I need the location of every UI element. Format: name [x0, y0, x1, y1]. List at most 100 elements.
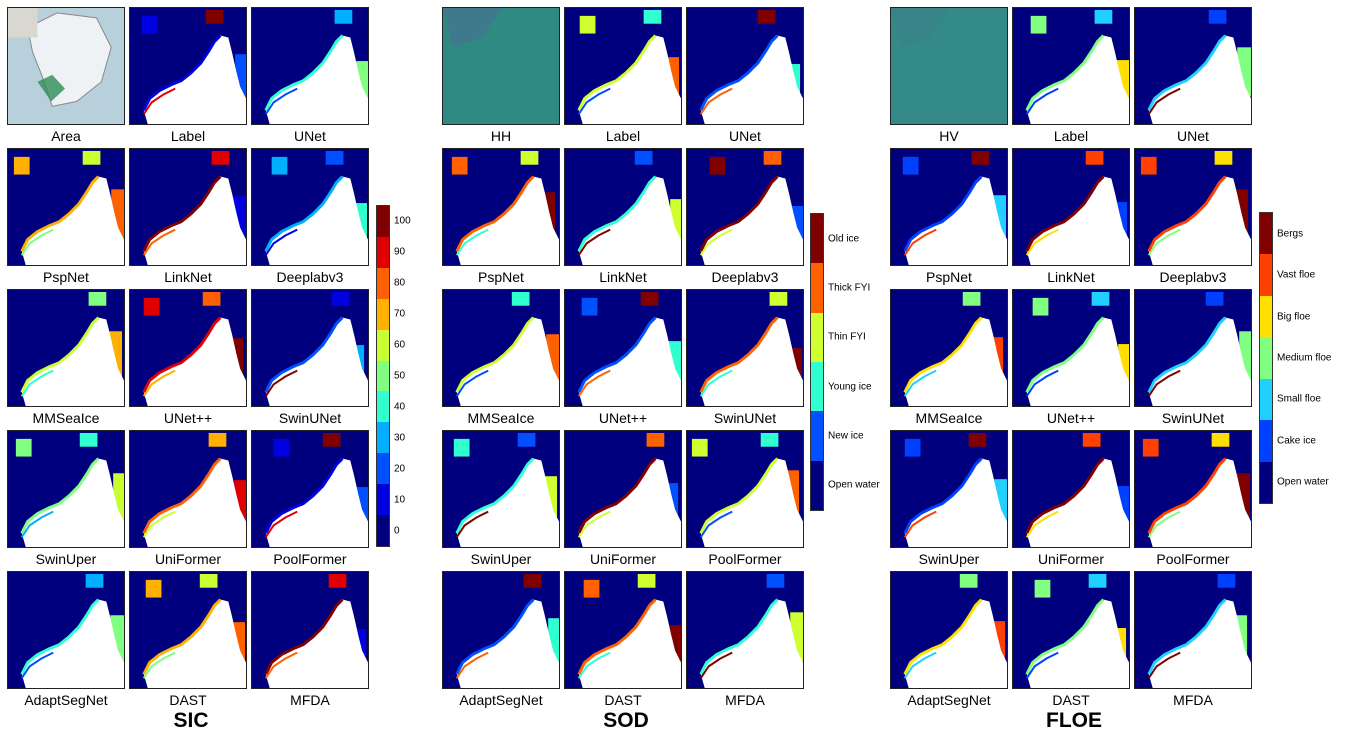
tile-caption: Label	[1010, 128, 1132, 144]
result-tile	[890, 571, 1008, 689]
colorbar-band	[377, 422, 389, 453]
panel-title: SOD	[566, 709, 686, 733]
result-tile	[1012, 289, 1130, 407]
result-tile	[251, 289, 369, 407]
tile-caption: LinkNet	[562, 269, 684, 285]
tile-caption: SwinUNet	[1132, 410, 1254, 426]
colorbar-label: Vast floe	[1277, 270, 1315, 281]
colorbar-band	[811, 313, 823, 362]
tile-caption: SwinUper	[888, 551, 1010, 567]
colorbar-band	[377, 453, 389, 484]
segmentation-map	[252, 149, 368, 265]
segmentation-map	[565, 572, 681, 688]
colorbar-label: 10	[394, 494, 405, 505]
tile-caption: DAST	[1010, 692, 1132, 708]
result-tile	[251, 430, 369, 548]
segmentation-map	[1135, 149, 1251, 265]
colorbar-band	[1260, 420, 1272, 461]
segmentation-map	[443, 8, 559, 124]
tile-caption: Deeplabv3	[1132, 269, 1254, 285]
tile-caption: UNet	[1132, 128, 1254, 144]
result-tile	[564, 7, 682, 125]
tile-caption: UNet	[684, 128, 806, 144]
segmentation-map	[891, 149, 1007, 265]
tile-caption: UNet++	[127, 410, 249, 426]
segmentation-map	[1013, 149, 1129, 265]
colorbar-band	[377, 484, 389, 515]
tile-caption: AdaptSegNet	[5, 692, 127, 708]
segmentation-map	[565, 8, 681, 124]
result-tile	[129, 289, 247, 407]
result-tile	[251, 7, 369, 125]
tile-caption: LinkNet	[1010, 269, 1132, 285]
colorbar	[810, 213, 824, 511]
result-tile	[1134, 571, 1252, 689]
tile-caption: AdaptSegNet	[440, 692, 562, 708]
result-tile	[251, 148, 369, 266]
segmentation-map	[1013, 8, 1129, 124]
colorbar-label: 90	[394, 247, 405, 258]
colorbar-label: New ice	[828, 431, 864, 442]
segmentation-map	[443, 572, 559, 688]
result-tile	[564, 148, 682, 266]
result-tile	[686, 7, 804, 125]
segmentation-map	[687, 290, 803, 406]
segmentation-map	[130, 8, 246, 124]
tile-caption: Area	[5, 128, 127, 144]
result-tile	[890, 148, 1008, 266]
segmentation-map	[1135, 290, 1251, 406]
tile-caption: MFDA	[684, 692, 806, 708]
result-tile	[442, 430, 560, 548]
colorbar-band	[377, 237, 389, 268]
colorbar-band	[811, 411, 823, 460]
result-tile	[686, 148, 804, 266]
colorbar-band	[377, 361, 389, 392]
segmentation-map	[565, 290, 681, 406]
result-tile	[1134, 7, 1252, 125]
colorbar-band	[377, 391, 389, 422]
tile-caption: SwinUper	[440, 551, 562, 567]
tile-caption: SwinUNet	[249, 410, 371, 426]
colorbar-band	[1260, 254, 1272, 295]
colorbar-band	[1260, 296, 1272, 337]
tile-caption: MMSeaIce	[888, 410, 1010, 426]
colorbar-label: Thick FYI	[828, 283, 870, 294]
result-tile	[1134, 148, 1252, 266]
segmentation-map	[1013, 431, 1129, 547]
segmentation-map	[687, 149, 803, 265]
tile-caption: MFDA	[249, 692, 371, 708]
segmentation-map	[130, 149, 246, 265]
tile-caption: PspNet	[888, 269, 1010, 285]
segmentation-map	[891, 8, 1007, 124]
result-tile	[890, 289, 1008, 407]
tile-caption: Deeplabv3	[249, 269, 371, 285]
result-tile	[686, 571, 804, 689]
result-tile	[129, 430, 247, 548]
tile-caption: UNet++	[1010, 410, 1132, 426]
colorbar-band	[377, 330, 389, 361]
segmentation-map	[8, 149, 124, 265]
tile-caption: Deeplabv3	[684, 269, 806, 285]
colorbar-label: 40	[394, 401, 405, 412]
result-tile	[7, 289, 125, 407]
segmentation-map	[130, 290, 246, 406]
segmentation-map	[1013, 572, 1129, 688]
segmentation-map	[8, 8, 124, 124]
result-tile	[890, 7, 1008, 125]
segmentation-map	[252, 431, 368, 547]
result-tile	[1134, 430, 1252, 548]
result-tile	[686, 430, 804, 548]
segmentation-map	[1135, 431, 1251, 547]
tile-caption: PoolFormer	[249, 551, 371, 567]
tile-caption: MMSeaIce	[5, 410, 127, 426]
segmentation-map	[8, 431, 124, 547]
colorbar-label: Open water	[1277, 477, 1329, 488]
tile-caption: LinkNet	[127, 269, 249, 285]
tile-caption: PoolFormer	[684, 551, 806, 567]
result-tile	[7, 430, 125, 548]
tile-caption: PoolFormer	[1132, 551, 1254, 567]
segmentation-map	[565, 149, 681, 265]
result-tile	[1012, 7, 1130, 125]
tile-caption: UniFormer	[127, 551, 249, 567]
colorbar-label: 80	[394, 278, 405, 289]
